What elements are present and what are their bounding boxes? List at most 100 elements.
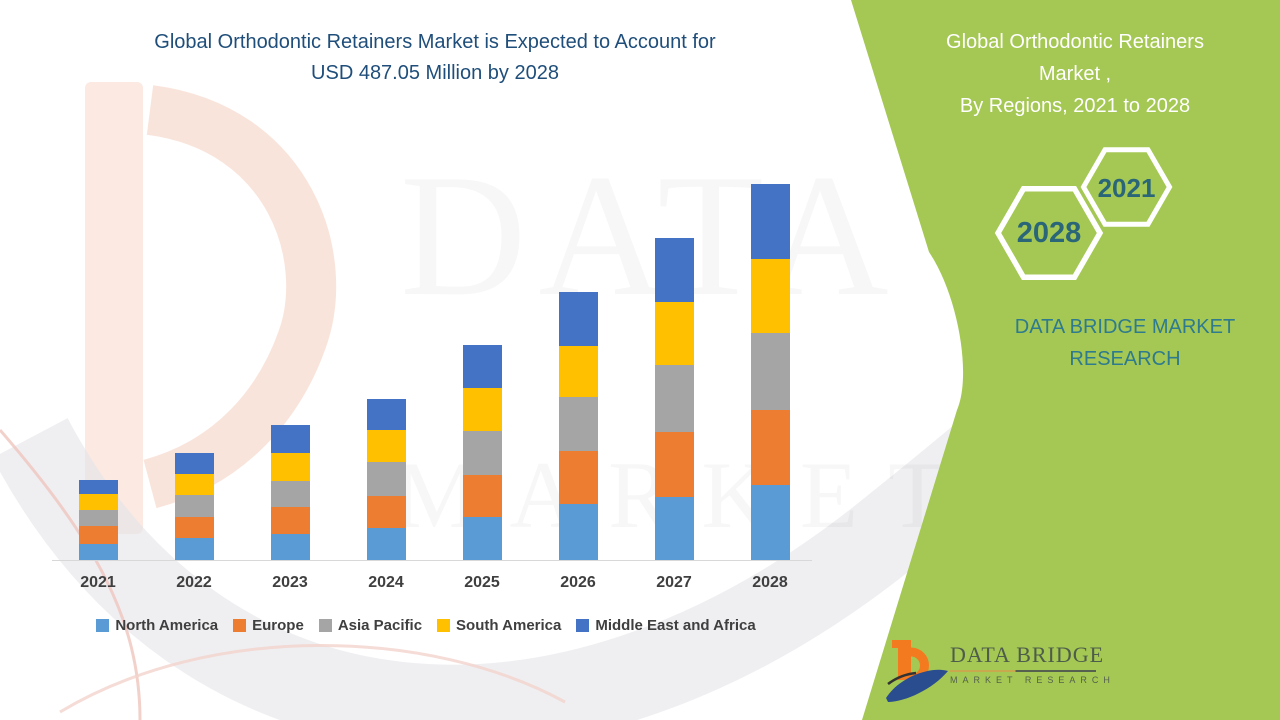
logo-subtitle: MARKET RESEARCH bbox=[950, 675, 1115, 685]
stacked-bar-2026 bbox=[558, 292, 598, 560]
bar-segment bbox=[78, 493, 118, 510]
x-axis-labels: 2021 2022 2023 2024 2025 2026 2027 2028 bbox=[50, 574, 818, 592]
bar-segment bbox=[174, 517, 214, 538]
green-panel-shape bbox=[851, 0, 1280, 720]
x-axis-label: 2025 bbox=[464, 574, 500, 591]
bar-column-2023 bbox=[242, 180, 338, 560]
x-axis-label: 2024 bbox=[368, 574, 404, 591]
watermark-b-bowl bbox=[142, 85, 337, 509]
legend-swatch bbox=[96, 619, 110, 632]
bar-segment bbox=[462, 388, 502, 431]
legend-label: Middle East and Africa bbox=[595, 617, 756, 634]
bar-segment bbox=[750, 258, 790, 333]
legend-item: North America bbox=[96, 617, 218, 634]
stacked-bar-2022 bbox=[174, 453, 214, 560]
bar-segment bbox=[654, 496, 694, 560]
watermark-red-arc-2 bbox=[59, 644, 566, 714]
brand-caption-line2: RESEARCH bbox=[1069, 348, 1181, 370]
bar-segment bbox=[78, 544, 118, 560]
bar-segment bbox=[750, 410, 790, 486]
bar-column-2026 bbox=[530, 180, 626, 560]
bar-segment bbox=[270, 481, 310, 507]
bar-segment bbox=[462, 345, 502, 389]
bar-column-2021 bbox=[50, 180, 146, 560]
logo-divider bbox=[950, 670, 1096, 672]
x-axis-label: 2022 bbox=[176, 574, 212, 591]
databridge-logo: DATA BRIDGE MARKET RESEARCH bbox=[886, 634, 1136, 710]
chart-title: Global Orthodontic Retainers Market is E… bbox=[40, 27, 830, 89]
bar-segment bbox=[78, 509, 118, 526]
bar-segment bbox=[174, 453, 214, 474]
databridge-logo-text: DATA BRIDGE MARKET RESEARCH bbox=[950, 642, 1110, 685]
brand-caption-line1: DATA BRIDGE MARKET bbox=[1014, 316, 1236, 338]
plot-columns bbox=[50, 180, 818, 560]
brand-caption: DATA BRIDGE MARKET RESEARCH bbox=[965, 311, 1280, 375]
bar-segment bbox=[558, 504, 598, 560]
legend-label: Europe bbox=[252, 617, 304, 634]
bar-segment bbox=[654, 431, 694, 497]
bar-segment bbox=[558, 292, 598, 346]
bar-segment bbox=[750, 485, 790, 560]
x-axis-label: 2028 bbox=[752, 574, 788, 591]
x-axis-label: 2023 bbox=[272, 574, 308, 591]
bar-segment bbox=[750, 184, 790, 259]
x-axis-label: 2026 bbox=[560, 574, 596, 591]
bar-segment bbox=[558, 450, 598, 504]
bar-segment bbox=[366, 462, 406, 497]
legend-swatch bbox=[233, 619, 247, 632]
bar-segment bbox=[366, 399, 406, 431]
bar-segment bbox=[654, 301, 694, 366]
bar-segment bbox=[270, 453, 310, 481]
legend-item: Middle East and Africa bbox=[576, 617, 756, 634]
panel-heading: Global Orthodontic Retainers Market , By… bbox=[900, 26, 1250, 122]
bar-segment bbox=[174, 474, 214, 495]
watermark-red-arc-1 bbox=[0, 429, 142, 720]
hexagon-year-2021: 2021 bbox=[1097, 173, 1156, 203]
stacked-bar-2028 bbox=[750, 184, 790, 560]
chart-title-line2: USD 487.05 Million by 2028 bbox=[311, 62, 559, 84]
bar-segment bbox=[270, 507, 310, 534]
stacked-bar-2025 bbox=[462, 345, 502, 560]
x-axis-line bbox=[52, 560, 812, 561]
legend-item: Europe bbox=[233, 617, 304, 634]
legend: North America Europe Asia Pacific South Ame… bbox=[20, 617, 832, 634]
bar-segment bbox=[270, 425, 310, 453]
bar-segment bbox=[174, 495, 214, 517]
stacked-bar-2021 bbox=[78, 479, 118, 560]
bar-segment bbox=[270, 534, 310, 560]
logo-name: DATA BRIDGE bbox=[950, 642, 1105, 667]
bar-segment bbox=[558, 397, 598, 451]
legend-label: South America bbox=[456, 617, 562, 634]
bar-segment bbox=[750, 332, 790, 411]
x-axis-label: 2027 bbox=[656, 574, 692, 591]
legend-swatch bbox=[576, 619, 590, 632]
bar-column-2028 bbox=[722, 180, 818, 560]
stacked-bar-2024 bbox=[366, 399, 406, 560]
hexagon-2021 bbox=[1080, 147, 1173, 227]
legend-swatch bbox=[437, 619, 451, 632]
panel-heading-line2: Market , bbox=[1038, 63, 1112, 85]
bar-column-2022 bbox=[146, 180, 242, 560]
bar-segment bbox=[78, 525, 118, 545]
legend-swatch bbox=[318, 619, 332, 632]
bar-segment bbox=[654, 365, 694, 432]
legend-item: South America bbox=[437, 617, 561, 634]
bar-segment bbox=[462, 430, 502, 475]
x-axis-label: 2021 bbox=[80, 574, 116, 591]
chart-title-line1: Global Orthodontic Retainers Market is E… bbox=[154, 31, 716, 53]
bar-segment bbox=[558, 345, 598, 398]
stacked-bar-2023 bbox=[270, 425, 310, 560]
panel-heading-line3: By Regions, 2021 to 2028 bbox=[959, 95, 1191, 117]
legend-item: Asia Pacific bbox=[318, 617, 423, 634]
databridge-logo-icon bbox=[886, 640, 948, 702]
watermark-b-stem bbox=[85, 82, 143, 534]
hexagon-2028 bbox=[994, 186, 1104, 280]
bar-column-2025 bbox=[434, 180, 530, 560]
stacked-bar-2027 bbox=[654, 238, 694, 560]
legend-label: North America bbox=[115, 617, 219, 634]
bar-segment bbox=[462, 516, 502, 560]
legend-label: Asia Pacific bbox=[337, 617, 423, 634]
bar-segment bbox=[78, 479, 118, 494]
